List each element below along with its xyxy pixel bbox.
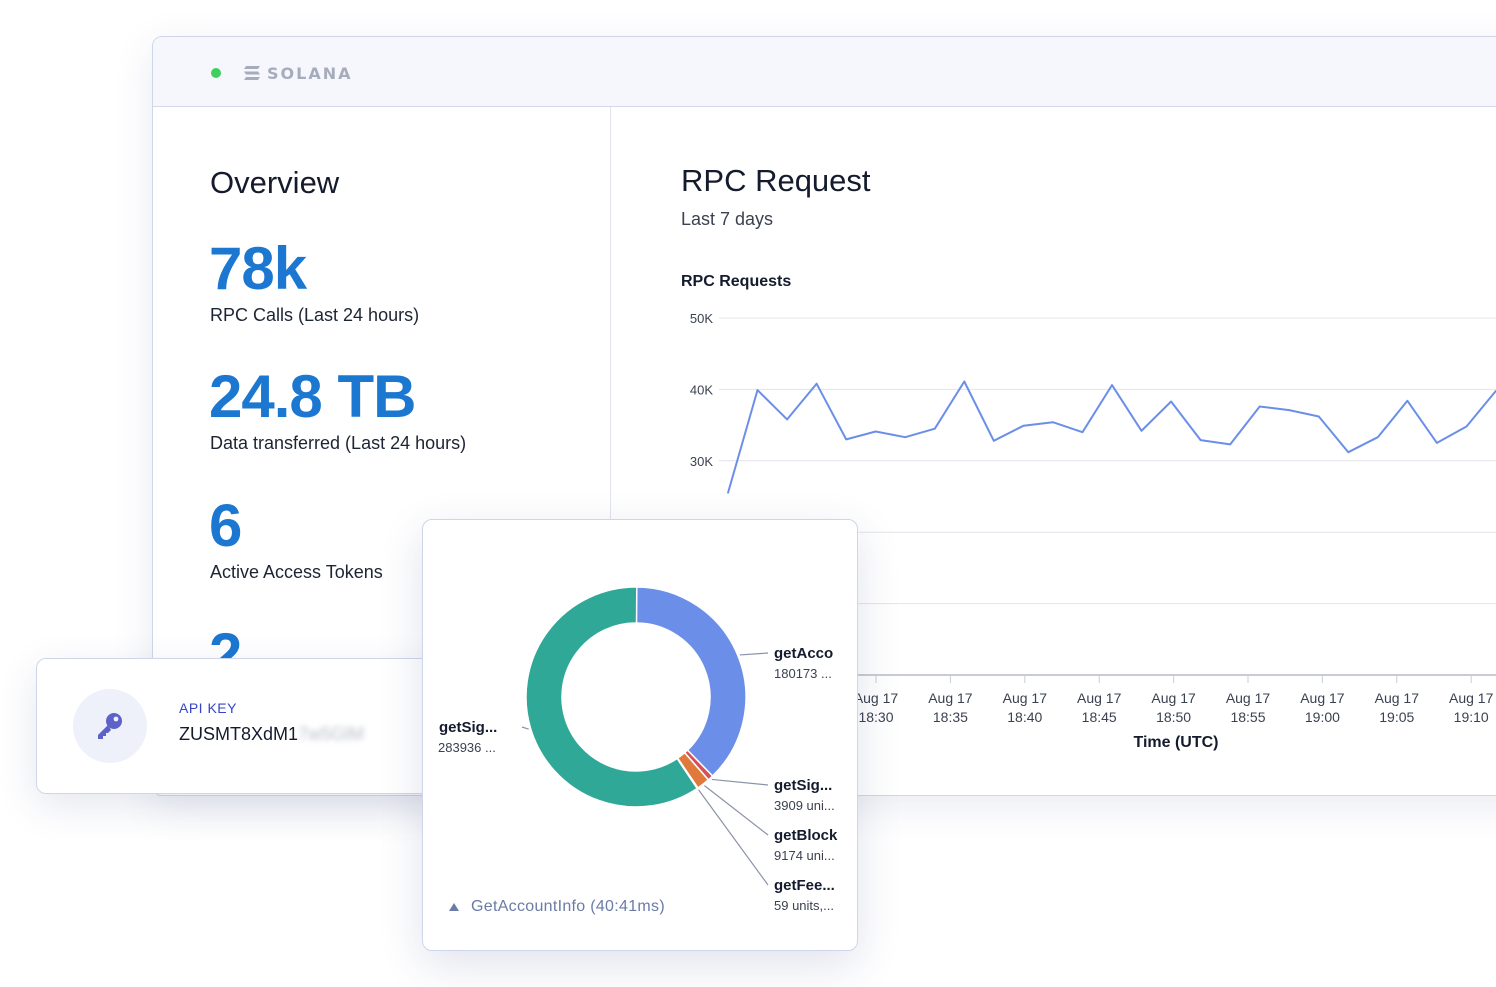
x-tick-label-time: 19:00	[1305, 709, 1340, 725]
key-icon-badge	[73, 689, 147, 763]
series-line	[727, 380, 1496, 494]
slice-label: getBlock	[774, 827, 838, 844]
donut-slice[interactable]	[635, 586, 747, 778]
data-point	[1347, 451, 1350, 454]
data-point	[1022, 425, 1025, 427]
x-tick-label-date: Aug 17	[1151, 690, 1196, 706]
data-point	[1288, 409, 1291, 411]
slice-label: getSig...	[774, 777, 832, 794]
status-indicator	[211, 68, 221, 78]
data-point	[727, 492, 729, 494]
rpc-request-title: RPC Request	[681, 163, 871, 198]
slice-value-label: 59 units,...	[774, 898, 834, 913]
api-key-card: API KEY ZUSMT8XdM17w5GlM	[36, 658, 438, 794]
data-point	[993, 440, 995, 442]
donut-slice[interactable]	[525, 586, 699, 808]
rpc-calls-label: RPC Calls (Last 24 hours)	[210, 305, 420, 325]
leader-line	[521, 726, 529, 730]
slice-label: getAcco	[774, 645, 833, 662]
panel-divider	[610, 107, 611, 795]
slice-value-label: 180173 ...	[774, 666, 832, 681]
data-point	[1258, 405, 1261, 408]
leader-line	[698, 789, 769, 886]
y-tick-label: 50K	[690, 311, 713, 326]
data-point	[815, 382, 818, 385]
x-axis-title: Time (UTC)	[1133, 734, 1218, 751]
data-point	[1377, 436, 1379, 439]
solana-logo-icon	[244, 66, 260, 80]
key-icon	[98, 713, 122, 739]
y-tick-label: 40K	[690, 382, 713, 397]
triangle-up-icon	[449, 903, 459, 911]
leader-line	[704, 785, 769, 836]
brand-name: SOLANA	[267, 63, 353, 83]
x-tick-label-date: Aug 17	[1003, 690, 1048, 706]
x-tick-label-date: Aug 17	[1226, 690, 1271, 706]
x-tick-label-date: Aug 17	[1300, 690, 1345, 706]
x-tick-label-time: 19:10	[1454, 709, 1489, 725]
data-transferred-label: Data transferred (Last 24 hours)	[210, 433, 467, 453]
slice-value-label: 3909 uni...	[774, 798, 835, 813]
x-tick-label-time: 18:55	[1230, 709, 1265, 725]
api-key-visible: ZUSMT8XdM1	[179, 724, 299, 744]
data-point	[1081, 431, 1084, 434]
slice-label: getSig...	[439, 719, 497, 736]
access-tokens-value: 6	[209, 492, 242, 559]
data-point	[1436, 442, 1438, 444]
title-bar: SOLANA	[153, 37, 1496, 107]
slice-value-label: 283936 ...	[438, 740, 496, 755]
data-point	[1140, 430, 1143, 432]
x-tick-label-time: 18:40	[1007, 709, 1042, 725]
x-tick-label-time: 19:05	[1379, 709, 1414, 725]
data-point	[1199, 439, 1202, 441]
x-tick-label-date: Aug 17	[1375, 690, 1420, 706]
x-tick-label-time: 18:35	[933, 709, 968, 725]
x-tick-label-time: 18:50	[1156, 709, 1191, 725]
method-donut-chart: getAcco 180173 ... getSig... 3909 uni... get…	[438, 586, 838, 913]
y-tick-label: 30K	[690, 454, 713, 469]
x-tick-label-time: 18:45	[1082, 709, 1117, 725]
rpc-calls-value: 78k	[209, 235, 307, 302]
data-point	[786, 418, 788, 421]
data-point	[1317, 415, 1320, 418]
x-tick-label-date: Aug 17	[1449, 690, 1494, 706]
leader-line	[739, 652, 769, 656]
donut-footer-text: GetAccountInfo (40:41ms)	[471, 898, 665, 915]
data-point	[1229, 443, 1231, 446]
x-tick-label-date: Aug 17	[928, 690, 973, 706]
x-tick-label-time: 18:30	[858, 709, 893, 725]
data-point	[874, 430, 877, 433]
data-point	[904, 436, 907, 439]
overview-title: Overview	[210, 165, 340, 200]
data-point	[1052, 421, 1054, 424]
data-point	[1111, 384, 1113, 386]
data-point	[756, 389, 759, 391]
x-tick-label-date: Aug 17	[854, 690, 899, 706]
api-key-label: API KEY	[179, 700, 237, 716]
data-point	[933, 427, 936, 430]
data-point	[963, 380, 966, 383]
leader-line	[711, 778, 769, 786]
data-transferred-value: 24.8 TB	[209, 363, 416, 430]
slice-label: getFee...	[774, 877, 835, 894]
x-tick-label-date: Aug 17	[1077, 690, 1122, 706]
rpc-requests-line-chart: 50K 40K 30K Aug 17 18:30 Aug 17 18:35 Aug 17 18:…	[690, 311, 1496, 751]
access-tokens-label: Active Access Tokens	[210, 562, 383, 582]
brand-logo[interactable]: SOLANA	[243, 63, 352, 83]
api-key-value[interactable]: ZUSMT8XdM17w5GlM	[179, 724, 364, 745]
data-point	[1465, 425, 1468, 428]
data-point	[1406, 400, 1409, 402]
data-point	[1170, 400, 1172, 403]
data-point	[845, 438, 847, 441]
method-breakdown-card: getAcco 180173 ... getSig... 3909 uni... get…	[422, 519, 858, 951]
api-key-masked: 7w5GlM	[298, 724, 365, 744]
slice-value-label: 9174 uni...	[774, 848, 835, 863]
donut-footer: GetAccountInfo (40:41ms)	[449, 898, 665, 916]
chart-title: RPC Requests	[681, 273, 792, 290]
rpc-request-subtitle: Last 7 days	[681, 209, 774, 229]
